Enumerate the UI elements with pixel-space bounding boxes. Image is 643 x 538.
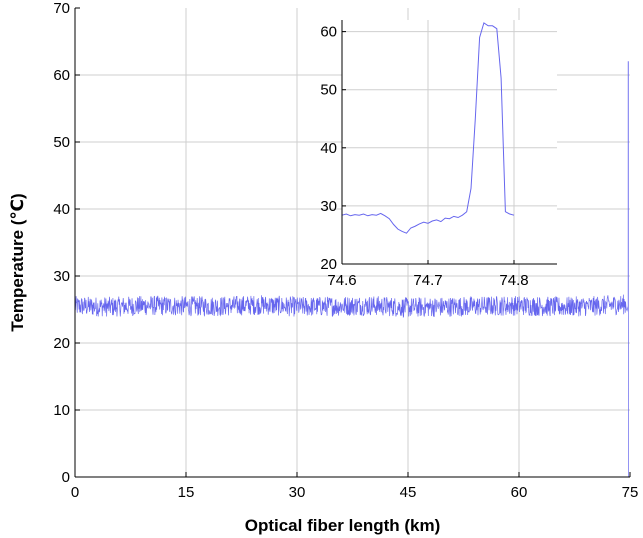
- main-y-tick-label: 70: [53, 0, 70, 17]
- main-x-tick-label: 15: [178, 484, 195, 501]
- main-x-tick-label: 60: [511, 484, 528, 501]
- main-y-tick-label: 60: [53, 67, 70, 84]
- inset-x-tick-label: 74.8: [499, 272, 528, 289]
- inset-x-tick-label: 74.7: [413, 272, 442, 289]
- main-x-tick-label: 45: [400, 484, 417, 501]
- main-y-tick-label: 10: [53, 402, 70, 419]
- inset-plot-area: [342, 20, 557, 264]
- main-x-tick-label: 75: [622, 484, 639, 501]
- inset-temperature-trace: [341, 22, 515, 234]
- main-temperature-trace: [74, 61, 629, 478]
- x-axis-title: Optical fiber length (km): [245, 516, 441, 535]
- inset-x-tick-label: 74.6: [327, 272, 356, 289]
- inset-y-tick-label: 30: [320, 198, 337, 215]
- inset-y-tick-label: 60: [320, 24, 337, 41]
- main-y-tick-label: 40: [53, 201, 70, 218]
- inset-y-tick-label: 20: [320, 256, 337, 273]
- main-x-tick-label: 30: [289, 484, 306, 501]
- y-axis-title: Temperature (℃): [8, 193, 27, 331]
- main-y-tick-label: 0: [62, 469, 70, 486]
- inset-y-tick-label: 50: [320, 82, 337, 99]
- main-y-tick-label: 50: [53, 134, 70, 151]
- main-y-tick-label: 30: [53, 268, 70, 285]
- main-x-tick-label: 0: [71, 484, 79, 501]
- inset-y-tick-label: 40: [320, 140, 337, 157]
- main-y-tick-label: 20: [53, 335, 70, 352]
